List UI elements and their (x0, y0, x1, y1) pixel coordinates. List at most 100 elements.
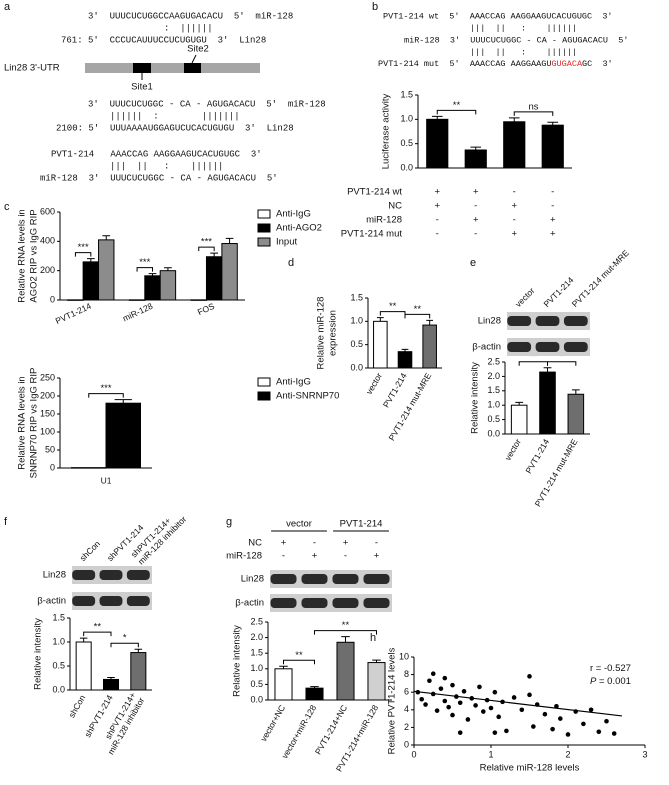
error-bar (225, 237, 234, 244)
blot-band (563, 341, 588, 353)
sequence: 2100: 5' UUUAAAAUGGAGUCUCACUGUGU 3' Lin2… (56, 123, 294, 133)
panel-label: e (470, 257, 476, 269)
y-tick-label: 1.0 (487, 400, 500, 410)
condition-sign: + (281, 538, 287, 549)
error-bar (148, 273, 157, 276)
bar (98, 239, 115, 301)
statistic: r = -0.527 (590, 663, 631, 674)
blot-background (270, 570, 392, 588)
blot-band (507, 341, 532, 353)
y-tick-label: 1.0 (250, 663, 263, 673)
condition-sign: - (513, 215, 516, 226)
error-bar (210, 252, 219, 257)
bar (426, 118, 449, 169)
y-axis-label: expression (328, 310, 339, 356)
bar (128, 299, 146, 301)
sequence: ||| || : |||||| (470, 23, 577, 33)
significance-label: * (560, 351, 564, 362)
condition-sign: - (375, 538, 378, 549)
x-tick-label: vector (503, 437, 523, 462)
error-bar (279, 665, 288, 669)
y-tick-label: 6 (404, 687, 409, 697)
significance-bracket (83, 631, 112, 637)
panel-label: h (370, 632, 376, 644)
blot-band (563, 315, 588, 327)
significance-label: ns (528, 101, 538, 112)
y-tick-label: 1.0 (350, 316, 363, 326)
blot-band (72, 569, 96, 581)
legend-label: Anti-SNRNP70 (276, 391, 339, 402)
point (457, 730, 463, 735)
significance-bracket (283, 659, 315, 665)
y-tick-label: 1.5 (250, 648, 263, 658)
significance-label: ** (414, 304, 422, 315)
y-axis-label: Luciferase activity (381, 94, 392, 170)
condition-sign: - (436, 215, 439, 226)
y-tick-label: 1.0 (52, 636, 65, 646)
x-tick-label: PVT1-214 (381, 371, 409, 409)
point (442, 698, 448, 704)
condition-sign: - (436, 229, 439, 240)
group-label: vector (286, 519, 312, 530)
condition-sign: + (473, 215, 479, 226)
error-bar (470, 146, 482, 150)
sequence: ||| || : |||||| (110, 161, 223, 171)
significance-label: ** (94, 622, 102, 633)
x-tick-label: vector (364, 371, 384, 396)
bar (105, 402, 141, 469)
point (604, 718, 609, 724)
legend-swatch (257, 391, 271, 401)
blot-row-label: β-actin (472, 342, 501, 353)
bar (510, 404, 528, 435)
point (430, 671, 436, 677)
significance-bracket (404, 313, 431, 319)
blot-band (301, 573, 328, 585)
blot-background (270, 594, 392, 612)
site-label: Site1 (131, 82, 153, 93)
y-tick-label: 2.5 (487, 356, 500, 366)
point (488, 705, 494, 711)
legend-label: Anti-IgG (276, 377, 311, 388)
bar (75, 641, 92, 691)
legend-label: Anti-AGO2 (276, 223, 322, 234)
condition-sign: - (513, 187, 516, 198)
significance-label: ** (530, 351, 538, 362)
error-bar (515, 401, 524, 406)
y-tick-label: 0.5 (400, 138, 413, 148)
error-bar (547, 121, 559, 126)
condition-sign: + (511, 229, 517, 240)
bar (305, 687, 324, 701)
point (477, 684, 482, 690)
y-tick-label: 150 (40, 408, 55, 418)
point (558, 716, 563, 721)
y-tick-label: 0.5 (250, 679, 263, 689)
significance-label: ** (389, 301, 397, 312)
lane-label: vector (513, 285, 537, 309)
sequence-part: PVT1-214 mut 5' AAACCAG AAGGAAGU (378, 59, 551, 69)
x-tick-label: PVT1-214 (523, 437, 551, 475)
sequence-part: GUGACA (551, 59, 583, 69)
panel-label: b (372, 1, 378, 13)
legend-swatch (257, 377, 271, 387)
y-tick-label: 0 (404, 739, 409, 749)
error-bar (310, 686, 319, 689)
sequence: |||||| : ||||||| (110, 111, 240, 121)
error-bar (107, 677, 115, 680)
y-axis-label: AGO2 RIP vs IgG RIP (29, 209, 40, 302)
significance-bracket (110, 642, 139, 648)
error-bar (431, 115, 443, 120)
y-tick-label: 200 (40, 390, 55, 400)
point (465, 717, 471, 722)
point (496, 714, 502, 720)
y-tick-label: 0.0 (350, 362, 363, 372)
y-tick-label: 250 (40, 372, 55, 382)
sequence: 3' UUUCUCUGGC - CA - AGUGACACU 5' miR-12… (88, 99, 326, 109)
point (427, 678, 432, 684)
blot-band (535, 315, 560, 327)
y-axis-label: SNRNP70 RIP vs IgG RIP (29, 368, 40, 479)
blot-row-label: Lin28 (43, 570, 66, 581)
panel-label: c (4, 201, 10, 213)
condition-sign: - (551, 187, 554, 198)
x-tick-label: 3 (642, 749, 647, 759)
